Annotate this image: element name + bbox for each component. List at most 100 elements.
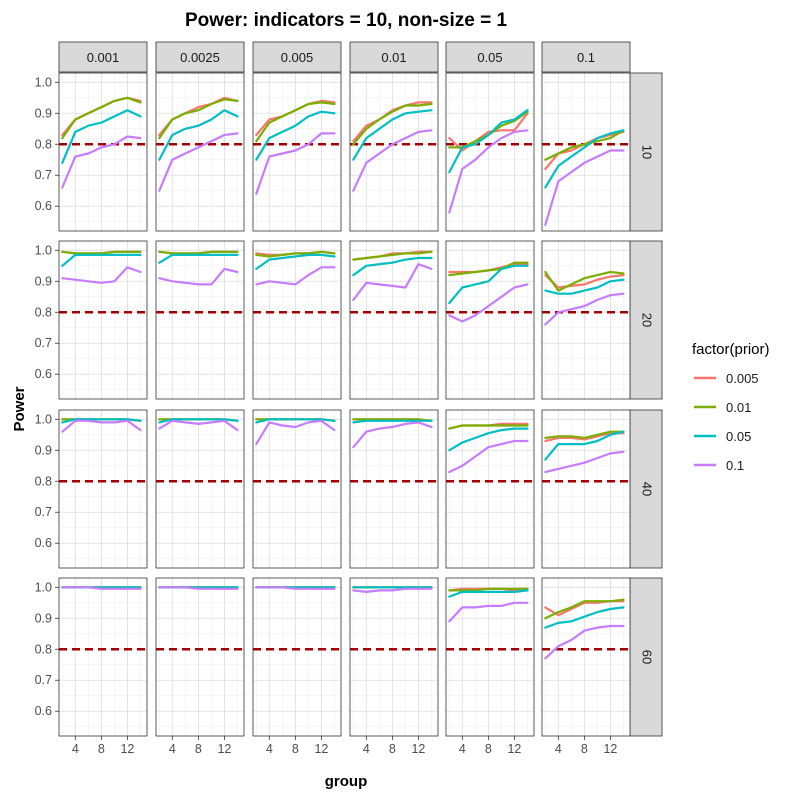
series-line-0.1 bbox=[255, 586, 336, 590]
series-line-0.1 bbox=[352, 263, 433, 301]
y-tick-label: 0.9 bbox=[35, 611, 52, 625]
panel-background bbox=[59, 410, 147, 568]
col-strip bbox=[155, 41, 245, 73]
facet-panel bbox=[58, 240, 148, 400]
facet-panel bbox=[349, 577, 439, 737]
panel-background bbox=[59, 73, 147, 231]
panel-border bbox=[541, 577, 631, 737]
series-line-0.05 bbox=[544, 430, 625, 461]
panel-border bbox=[541, 409, 631, 569]
series-line-0.05 bbox=[255, 253, 336, 270]
y-tick-label: 0.7 bbox=[35, 505, 52, 519]
legend: factor(prior) 0.005 0.01 0.05 0.1 bbox=[692, 341, 770, 473]
x-tick-label: 4 bbox=[555, 742, 562, 756]
series-line-0.01 bbox=[61, 96, 142, 140]
row-strip-label: 20 bbox=[640, 313, 655, 327]
series-line-0.01 bbox=[544, 430, 625, 439]
y-tick-label: 0.6 bbox=[35, 704, 52, 718]
series-line-0.05 bbox=[448, 109, 529, 174]
series-line-0.1 bbox=[255, 266, 336, 286]
legend-label: 0.005 bbox=[726, 371, 759, 386]
series-line-0.05 bbox=[158, 418, 239, 424]
series-line-0.1 bbox=[158, 586, 239, 590]
panel-background bbox=[350, 410, 438, 568]
y-tick-label: 0.9 bbox=[35, 106, 52, 120]
panel-background bbox=[446, 410, 534, 568]
panel-border bbox=[349, 240, 439, 400]
row-strip-label: 10 bbox=[640, 145, 655, 159]
y-tick-label: 0.8 bbox=[35, 474, 52, 488]
y-tick-label: 0.7 bbox=[35, 168, 52, 182]
panel-background bbox=[156, 73, 244, 231]
y-tick-label: 0.8 bbox=[35, 642, 52, 656]
legend-label: 0.05 bbox=[726, 429, 751, 444]
panel-border bbox=[58, 240, 148, 400]
series-line-0.1 bbox=[448, 439, 529, 474]
legend-items: 0.005 0.01 0.05 0.1 bbox=[694, 371, 759, 473]
facet-panel bbox=[349, 72, 439, 232]
x-tick-label: 8 bbox=[581, 742, 588, 756]
row-strip bbox=[629, 72, 663, 232]
panel-background bbox=[350, 73, 438, 231]
series-line-0.005 bbox=[544, 274, 625, 289]
series-line-0.05 bbox=[352, 419, 433, 424]
panel-border bbox=[349, 72, 439, 232]
series-line-0.05 bbox=[61, 253, 142, 267]
panel-background bbox=[542, 578, 630, 736]
series-line-0.01 bbox=[448, 261, 529, 277]
y-tick-label: 1.0 bbox=[35, 75, 52, 89]
series-line-0.01 bbox=[448, 424, 529, 430]
series-line-0.1 bbox=[448, 601, 529, 623]
panel-background bbox=[542, 73, 630, 231]
y-tick-label: 0.9 bbox=[35, 443, 52, 457]
panel-border bbox=[58, 577, 148, 737]
y-tick-label: 0.6 bbox=[35, 536, 52, 550]
panel-background bbox=[156, 410, 244, 568]
series-line-0.005 bbox=[352, 101, 433, 143]
row-strip-label: 40 bbox=[640, 482, 655, 496]
series-line-0.05 bbox=[448, 264, 529, 305]
x-tick-label: 8 bbox=[389, 742, 396, 756]
col-strip bbox=[541, 41, 631, 73]
col-strip bbox=[58, 41, 148, 73]
facet-panel bbox=[252, 72, 342, 232]
facet-grid: 0.001 0.0025 0.005 0.01 0.05 0.1 10 0.6 0.7 0.8 0.… bbox=[35, 41, 663, 756]
series-line-0.01 bbox=[255, 250, 336, 258]
x-tick-label: 4 bbox=[459, 742, 466, 756]
col-strip-label: 0.0025 bbox=[180, 50, 220, 65]
row-strip bbox=[629, 577, 663, 737]
series-line-0.1 bbox=[158, 419, 239, 432]
series-line-0.1 bbox=[352, 421, 433, 449]
panel-border bbox=[445, 240, 535, 400]
series-line-0.1 bbox=[448, 283, 529, 323]
legend-label: 0.1 bbox=[726, 458, 744, 473]
panel-border bbox=[349, 577, 439, 737]
facet-panel bbox=[541, 577, 631, 737]
facet-panel bbox=[155, 409, 245, 569]
series-line-0.1 bbox=[352, 587, 433, 594]
panel-border bbox=[445, 409, 535, 569]
facet-panel bbox=[445, 72, 535, 232]
series-line-0.1 bbox=[255, 419, 336, 446]
panel-border bbox=[252, 577, 342, 737]
series-line-0.01 bbox=[352, 102, 433, 146]
series-line-0.1 bbox=[255, 132, 336, 195]
series-line-0.05 bbox=[158, 253, 239, 264]
series-line-0.1 bbox=[158, 132, 239, 192]
x-tick-label: 8 bbox=[98, 742, 105, 756]
facet-panel bbox=[252, 577, 342, 737]
x-tick-label: 12 bbox=[314, 742, 328, 756]
series-line-0.05 bbox=[544, 606, 625, 629]
y-tick-label: 1.0 bbox=[35, 243, 52, 257]
panel-background bbox=[350, 578, 438, 736]
chart-title: Power: indicators = 10, non-size = 1 bbox=[185, 10, 507, 31]
row-strip-label: 60 bbox=[640, 650, 655, 664]
series-line-0.1 bbox=[61, 586, 142, 590]
col-strip bbox=[349, 41, 439, 73]
facet-panel bbox=[541, 240, 631, 400]
panel-background bbox=[446, 578, 534, 736]
x-axis-title: group bbox=[325, 773, 368, 790]
panel-border bbox=[445, 72, 535, 232]
x-tick-label: 12 bbox=[217, 742, 231, 756]
